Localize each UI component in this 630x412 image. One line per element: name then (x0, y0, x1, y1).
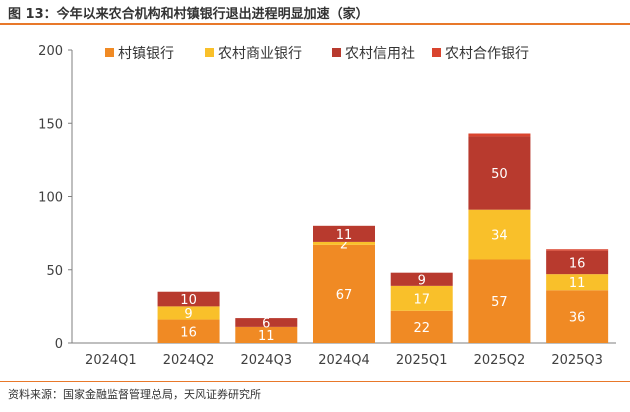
data-label: 9 (184, 307, 192, 322)
x-tick-label: 2024Q3 (240, 353, 292, 368)
bar-segment (235, 326, 298, 343)
stacked-bar-chart: 0501001502002024Q1169102024Q21162024Q367… (38, 44, 616, 368)
data-label: 34 (491, 229, 508, 244)
bar-segment (313, 241, 375, 245)
data-label: 9 (418, 273, 426, 288)
legend-swatch (432, 48, 441, 57)
data-label: 16 (569, 256, 586, 271)
data-label: 6 (262, 316, 270, 331)
bar-segment (468, 209, 531, 260)
legend-label: 村镇银行 (118, 46, 174, 62)
data-label: 11 (258, 329, 275, 344)
x-tick-label: 2024Q1 (85, 353, 137, 368)
data-label: 22 (413, 321, 430, 336)
bar-segment (157, 291, 220, 307)
bar-segment (313, 225, 375, 242)
data-label: 11 (336, 228, 353, 243)
data-label: 11 (569, 276, 586, 291)
source-rule (0, 381, 630, 382)
bar-segment (546, 274, 609, 291)
data-label: 67 (336, 288, 353, 303)
bar-segment (313, 244, 375, 343)
title-rule (0, 23, 630, 25)
data-label: 2 (340, 237, 348, 252)
bar-segment (468, 259, 531, 343)
data-label: 10 (180, 293, 197, 308)
y-tick-label: 150 (38, 117, 63, 132)
legend-label: 农村合作银行 (445, 46, 529, 62)
x-tick-label: 2024Q4 (318, 353, 370, 368)
bar-segment (390, 285, 453, 311)
data-label: 17 (413, 292, 430, 307)
bar-segment (546, 249, 609, 251)
data-label: 16 (180, 325, 197, 340)
source-note: 资料来源：国家金融监督管理总局，天风证券研究所 (8, 388, 261, 401)
legend-swatch (332, 48, 341, 57)
data-label: 50 (491, 167, 508, 182)
data-label: 57 (491, 295, 508, 310)
x-tick-label: 2024Q2 (163, 353, 215, 368)
bar-segment (390, 310, 453, 343)
figure-title: 图 13：今年以来农合机构和村镇银行退出进程明显加速（家） (8, 7, 369, 22)
y-tick-label: 100 (38, 191, 63, 206)
bar-segment (468, 136, 531, 210)
x-tick-label: 2025Q1 (396, 353, 448, 368)
bar-segment (235, 318, 298, 327)
legend-swatch (105, 48, 114, 57)
y-tick-label: 50 (46, 264, 63, 279)
bar-segment (390, 272, 453, 286)
data-label: 36 (569, 311, 586, 326)
bar-segment (546, 290, 609, 343)
bar-segment (546, 250, 609, 275)
y-tick-label: 0 (55, 337, 63, 352)
legend-label: 农村信用社 (345, 46, 415, 62)
x-tick-label: 2025Q3 (551, 353, 603, 368)
bar-segment (157, 306, 220, 320)
bar-segment (468, 133, 531, 137)
bar-segment (157, 319, 220, 343)
legend-swatch (205, 48, 214, 57)
y-tick-label: 200 (38, 44, 63, 59)
legend-label: 农村商业银行 (218, 46, 302, 62)
x-tick-label: 2025Q2 (474, 353, 526, 368)
